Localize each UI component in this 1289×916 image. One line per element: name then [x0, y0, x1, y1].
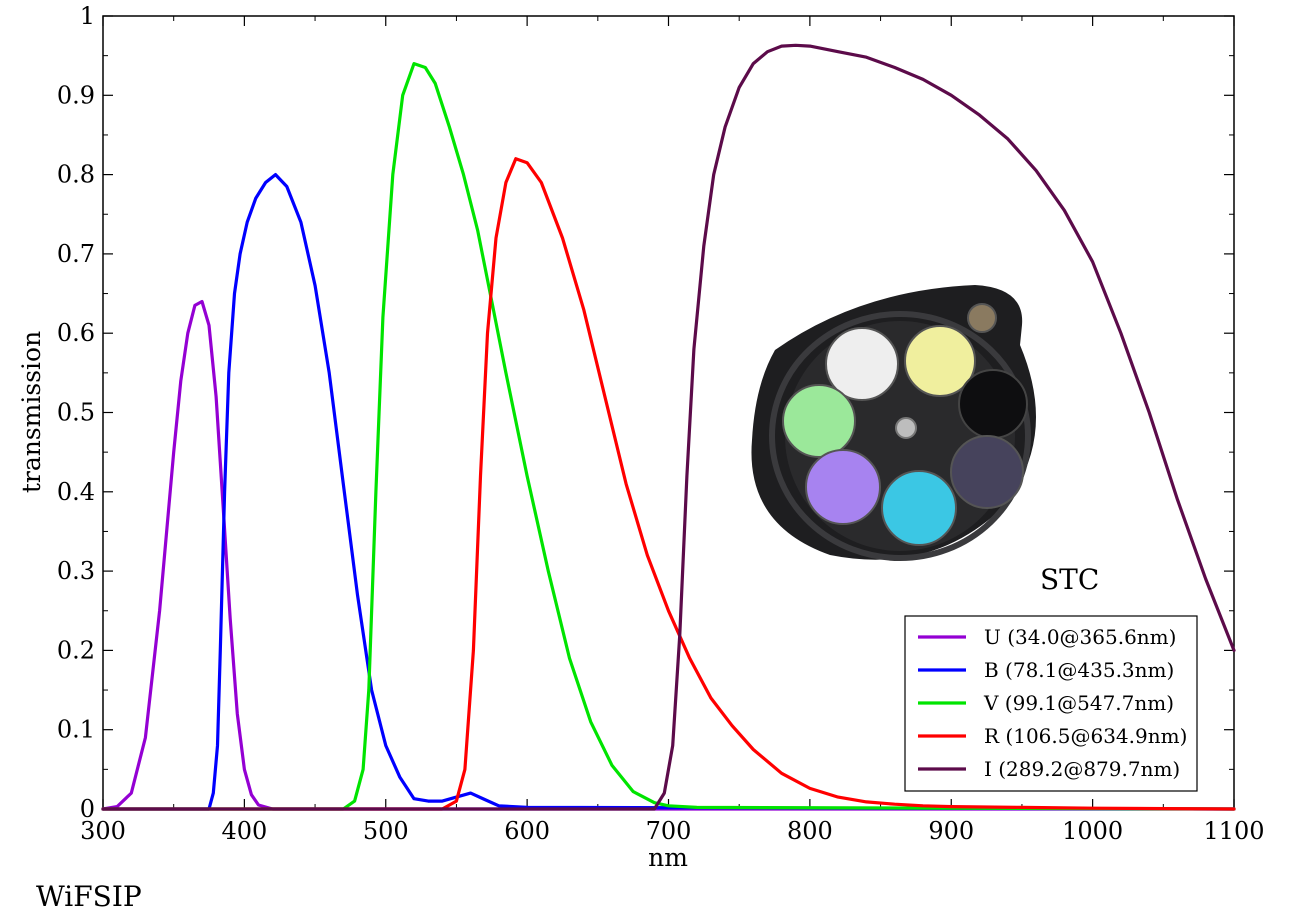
series-lines: [101, 43, 1236, 811]
x-tick-label: 600: [504, 817, 550, 845]
filter-wheel-photo: [751, 285, 1036, 561]
series-line-3: [101, 157, 1236, 811]
y-tick-label: 0.2: [57, 636, 95, 664]
filter-violet: [805, 449, 881, 525]
filter-wheel-rim: [769, 311, 1031, 561]
y-tick-label: 1: [80, 2, 95, 30]
filter-dark: [950, 435, 1024, 509]
x-tick-label: 800: [787, 817, 833, 845]
series-line-4: [101, 43, 1236, 811]
filter-yellow: [904, 325, 976, 397]
filter-cyan: [881, 470, 957, 546]
y-tick-label: 0: [80, 795, 95, 823]
filter-wheel-gear: [967, 303, 997, 333]
y-tick-label: 0.5: [57, 399, 95, 427]
y-tick-label: 0.8: [57, 161, 95, 189]
x-tick-label: 700: [646, 817, 692, 845]
y-tick-label: 0.7: [57, 240, 95, 268]
legend: U (34.0@365.6nm) B (78.1@435.3nm) V (99.1@…: [904, 615, 1198, 792]
filter-wheel-hub: [895, 417, 917, 439]
y-tick-label: 0.6: [57, 319, 95, 347]
legend-label: I (289.2@879.7nm): [984, 757, 1180, 781]
y-axis: 0 0.1 0.2 0.3 0.4 0.5 0.6 0.7 0.8 0.9 1: [57, 2, 1234, 823]
y-tick-label: 0.1: [57, 716, 95, 744]
x-tick-label: 500: [363, 817, 409, 845]
y-tick-label: 0.3: [57, 557, 95, 585]
filter-green: [782, 384, 856, 458]
x-axis: 300 400 500 600 700 800 900 1000 1100: [80, 16, 1265, 845]
y-tick-label: 0.4: [57, 478, 95, 506]
legend-label: R (106.5@634.9nm): [984, 724, 1187, 748]
legend-label: B (78.1@435.3nm): [984, 658, 1174, 682]
x-axis-title: nm: [648, 843, 688, 872]
wifsip-annotation: WiFSIP: [36, 880, 142, 913]
series-line-2: [101, 61, 1236, 811]
y-axis-title: transmission: [17, 331, 46, 493]
legend-label: U (34.0@365.6nm): [984, 625, 1176, 649]
x-tick-label: 1100: [1203, 817, 1264, 845]
x-tick-label: 400: [221, 817, 267, 845]
x-tick-label: 300: [80, 817, 126, 845]
x-tick-label: 1000: [1062, 817, 1123, 845]
series-line-0: [101, 299, 1236, 811]
y-tick-label: 0.9: [57, 81, 95, 109]
legend-label: V (99.1@547.7nm): [983, 691, 1174, 715]
filter-white: [825, 327, 899, 401]
stc-annotation: STC: [1040, 563, 1100, 596]
x-tick-label: 900: [928, 817, 974, 845]
filter-empty-slot: [958, 369, 1028, 439]
